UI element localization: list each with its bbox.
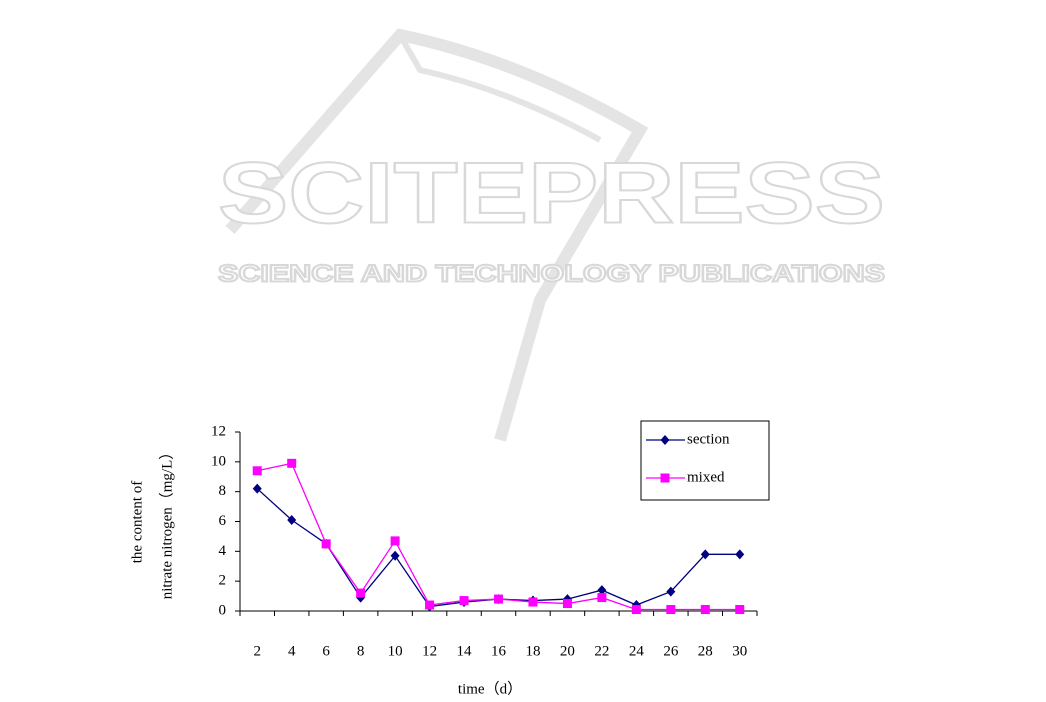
y-tick-label: 4	[219, 543, 227, 559]
y-tick-label: 12	[211, 423, 226, 439]
marker	[666, 586, 676, 597]
x-tick-label: 12	[422, 643, 437, 659]
x-tick-label: 10	[388, 643, 403, 659]
marker	[597, 585, 607, 596]
x-tick-label: 6	[322, 643, 330, 659]
marker	[356, 588, 366, 598]
y-tick-label: 0	[219, 602, 227, 618]
x-tick-label: 20	[560, 643, 575, 659]
marker	[425, 600, 435, 610]
chart: the content of nitrate nitrogen（mg/L） ti…	[129, 420, 770, 697]
marker	[252, 483, 262, 494]
marker	[390, 536, 400, 546]
x-tick-label: 22	[594, 643, 609, 659]
watermark-title: SCITEPRESS	[218, 146, 885, 242]
marker	[700, 549, 710, 560]
marker	[287, 458, 297, 468]
marker	[735, 549, 745, 560]
y-tick-label: 2	[219, 573, 227, 589]
x-tick-label: 30	[732, 643, 747, 659]
watermark: SCITEPRESS SCIENCE AND TECHNOLOGY PUBLIC…	[217, 28, 886, 442]
x-tick-label: 18	[525, 643, 540, 659]
legend-box	[640, 420, 770, 501]
x-axis-label: time（d）	[458, 680, 522, 697]
marker	[390, 550, 400, 561]
marker	[287, 515, 297, 526]
marker	[562, 599, 572, 609]
x-tick-label: 26	[663, 643, 679, 659]
x-tick-label: 4	[288, 643, 296, 659]
marker	[666, 605, 676, 615]
y-tick-label: 10	[211, 453, 226, 469]
x-tick-label: 16	[491, 643, 507, 659]
x-tick-label: 8	[357, 643, 365, 659]
x-tick-label: 2	[253, 643, 261, 659]
marker	[735, 605, 745, 615]
y-axis-label: nitrate nitrogen（mg/L）	[158, 445, 175, 600]
legend-label: section	[687, 431, 730, 447]
watermark-book-page	[397, 33, 602, 143]
marker	[528, 597, 538, 607]
marker	[321, 539, 331, 549]
marker	[494, 594, 503, 604]
watermark-book	[225, 28, 649, 442]
y-tick-label: 8	[219, 483, 227, 499]
x-tick-label: 28	[698, 643, 713, 659]
marker	[459, 596, 469, 606]
marker	[597, 593, 607, 603]
watermark-subtitle: SCIENCE AND TECHNOLOGY PUBLICATIONS	[218, 260, 885, 287]
legend-label: mixed	[687, 469, 725, 485]
y-axis-label: the content of	[129, 481, 145, 563]
x-tick-label: 14	[457, 643, 473, 659]
legend-marker	[660, 473, 670, 483]
marker	[252, 466, 262, 476]
marker	[631, 605, 641, 615]
legend-marker	[660, 435, 670, 445]
y-tick-label: 6	[219, 513, 227, 529]
marker	[700, 605, 710, 615]
x-tick-label: 24	[629, 643, 645, 659]
